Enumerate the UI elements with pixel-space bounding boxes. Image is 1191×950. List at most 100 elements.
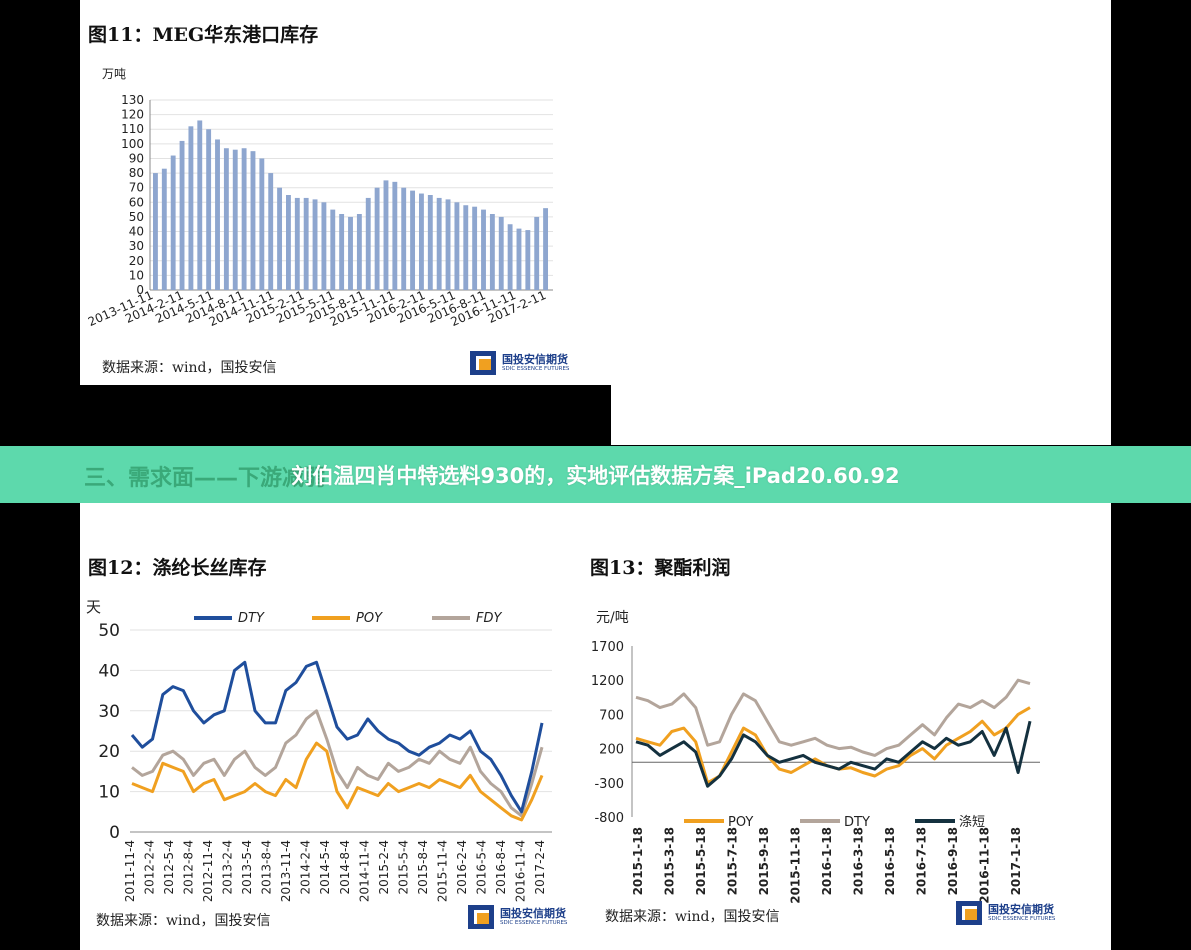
fig13-title: 图13：聚酯利润: [590, 557, 731, 579]
fig12-y-tick: 0: [109, 823, 120, 843]
fig11-chart: 万吨01020304050607080901001101201302013-11…: [88, 67, 553, 329]
fig11-y-tick: 90: [129, 151, 144, 165]
fig12-x-tick: 2016-8-4: [494, 840, 508, 894]
fig11-bar: [427, 195, 433, 290]
section-heading: 三、需求面——下游减弱: [84, 466, 327, 491]
fig11-bar: [436, 197, 442, 290]
logo-en-text: SDIC ESSENCE FUTURES: [500, 920, 568, 926]
fig11-bar: [543, 208, 549, 290]
fig12-chart: 天 0 10 20 30 40 50 DTY POY FDY 2011-11-4 2012-2-4 20…: [86, 598, 552, 902]
fig13-x-tick: 2016-5-18: [883, 827, 897, 895]
fig12-y-tick: 20: [98, 742, 120, 762]
fig13-source: 数据来源：wind，国投安信: [605, 909, 780, 925]
fig12-x-tick: 2013-8-4: [260, 840, 274, 894]
fig11-y-tick: 110: [121, 122, 144, 136]
fig11-bar: [268, 173, 274, 290]
fig12-x-tick: 2013-5-4: [240, 840, 254, 894]
fig11-y-tick: 100: [121, 137, 144, 151]
fig12-series-fdy: [131, 709, 544, 818]
fig13-x-tick: 2017-1-18: [1009, 827, 1023, 895]
fig11-bar: [286, 195, 291, 290]
logo-cn-text: 国投安信期货: [502, 353, 568, 366]
fig12-y-tick: 40: [98, 661, 120, 681]
fig12-x-tick: 2016-5-4: [474, 840, 488, 894]
banner-headline[interactable]: 刘伯温四肖中特选料930的，实地评估数据方案_iPad20.60.92: [291, 464, 900, 488]
fig11-bar: [463, 205, 469, 290]
fig13-y-unit: 元/吨: [596, 610, 629, 626]
fig11-bar: [410, 190, 416, 290]
fig13-series-line: [635, 678, 1031, 757]
fig13-series-line: [635, 706, 1031, 785]
fig11-bar: [161, 168, 167, 290]
fig11-bar: [392, 181, 398, 290]
fig12-x-tick: 2016-11-4: [513, 840, 527, 902]
fig12-title: 图12：涤纶长丝库存: [88, 557, 267, 579]
fig11-bar: [153, 173, 158, 290]
fig12-x-tick: 2014-5-4: [318, 840, 332, 894]
fig13-series-line: [635, 720, 1032, 788]
fig13-x-tick: 2016-11-18: [978, 827, 992, 904]
fig11-bar: [525, 230, 531, 290]
fig12-logo: 国投安信期货 SDIC ESSENCE FUTURES: [468, 903, 586, 933]
fig11-y-tick: 60: [129, 195, 144, 209]
fig11-bar: [472, 206, 478, 290]
fig12-x-tick: 2015-5-4: [396, 840, 410, 894]
fig13-chart: 元/吨 -800 -300 200 700 1200 1700 2015-1-18 2015-3…: [591, 610, 1040, 904]
fig11-bar: [374, 187, 380, 290]
fig12-y-unit: 天: [86, 598, 101, 616]
fig12-x-tick: 2011-11-4: [123, 840, 137, 902]
fig11-bar: [277, 187, 283, 290]
fig11-bar: [401, 187, 407, 290]
fig13-legend-label: POY: [728, 815, 753, 830]
fig11-title: 图11：MEG华东港口库存: [88, 24, 319, 46]
fig12-x-tick: 2013-11-4: [279, 840, 293, 902]
fig11-bar: [481, 209, 486, 290]
fig13-x-tick: 2016-1-18: [820, 827, 834, 895]
fig12-x-tick: 2015-8-4: [416, 840, 430, 894]
fig13-legend-label: DTY: [844, 815, 870, 830]
fig12-x-tick: 2012-5-4: [162, 840, 176, 894]
fig13-x-tick: 2016-9-18: [946, 827, 960, 895]
fig11-bar: [312, 199, 318, 290]
fig12-x-tick: 2013-2-4: [221, 840, 235, 894]
fig11-bar: [454, 202, 460, 290]
fig11-bar: [241, 148, 247, 290]
fig12-x-tick: 2014-11-4: [357, 840, 371, 902]
fig11-bar: [419, 193, 424, 290]
fig11-y-unit: 万吨: [102, 67, 126, 81]
fig11-bar: [259, 158, 265, 290]
fig13-x-tick: 2016-3-18: [852, 827, 866, 895]
fig12-legend-label: FDY: [476, 611, 502, 626]
fig11-bar: [489, 214, 495, 290]
fig12-x-tick: 2017-2-4: [533, 840, 547, 894]
fig12-x-tick: 2012-2-4: [143, 840, 157, 894]
fig13-logo: 国投安信期货 SDIC ESSENCE FUTURES: [956, 899, 1074, 929]
logo-en-text: SDIC ESSENCE FUTURES: [502, 366, 570, 372]
fig11-y-tick: 50: [129, 210, 144, 224]
fig12-x-tick: 2012-8-4: [182, 840, 196, 894]
fig11-y-tick: 120: [121, 108, 144, 122]
sdic-logo-icon: [470, 351, 496, 375]
fig12-x-tick: 2014-2-4: [299, 840, 313, 894]
fig13-y-tick: 1200: [591, 674, 624, 689]
fig11-bar: [179, 140, 185, 290]
fig11-bar: [383, 180, 389, 290]
fig12-y-tick: 30: [98, 702, 120, 722]
fig12-x-tick: 2016-2-4: [455, 840, 469, 894]
fig13-x-tick: 2016-7-18: [915, 827, 929, 895]
fig11-bar: [498, 216, 504, 290]
fig11-y-tick: 20: [129, 254, 144, 268]
fig11-bar: [188, 126, 194, 290]
fig12-source: 数据来源：wind，国投安信: [96, 913, 271, 929]
fig13-x-tick: 2015-1-18: [631, 827, 645, 895]
fig11-bar: [223, 148, 229, 290]
fig12-legend-label: DTY: [238, 611, 265, 626]
fig12-x-tick: 2012-11-4: [201, 840, 215, 902]
fig13-y-tick: 700: [599, 708, 624, 723]
fig11-bar: [365, 197, 371, 290]
headline-banner[interactable]: 三、需求面——下游减弱 刘伯温四肖中特选料930的，实地评估数据方案_iPad2…: [0, 446, 1191, 503]
fig11-bar: [516, 228, 522, 290]
fig11-y-tick: 10: [129, 268, 144, 282]
fig11-bar: [170, 155, 176, 290]
fig11-bar: [303, 197, 309, 290]
